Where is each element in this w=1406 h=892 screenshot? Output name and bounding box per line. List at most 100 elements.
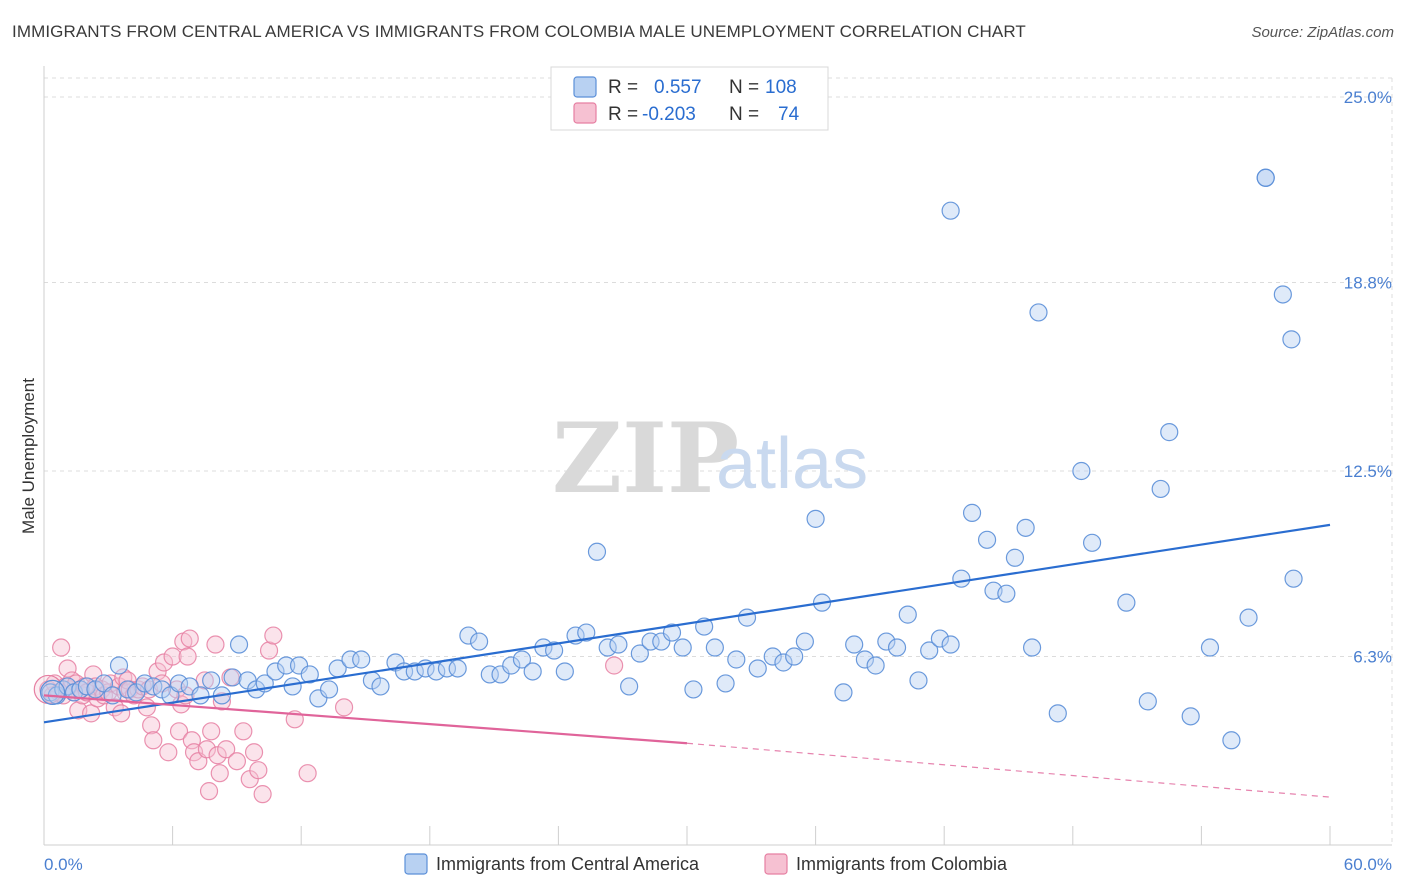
colombia-point: [112, 704, 131, 723]
colombia-point: [264, 626, 283, 645]
central-america-point: [352, 650, 371, 669]
colombia-point: [178, 647, 197, 666]
bottom-legend-central-america: Immigrants from Central America: [436, 854, 700, 874]
central-america-point: [1048, 704, 1067, 723]
central-america-point: [748, 659, 767, 678]
central-america-point: [737, 608, 757, 627]
central-america-point: [855, 650, 874, 669]
x-tick-label-min: 0.0%: [44, 855, 83, 874]
legend-n-value-2: 74: [778, 104, 800, 125]
central-america-point: [169, 674, 189, 693]
central-america-point: [223, 668, 242, 687]
watermark: ZIP atlas: [552, 402, 868, 515]
central-america-point: [997, 584, 1016, 603]
legend-pink-swatch: [573, 102, 597, 124]
central-america-point: [716, 674, 735, 693]
legend-r-label-2: R =: [608, 104, 638, 125]
central-america-point: [620, 677, 639, 696]
colombia-point: [159, 743, 178, 762]
colombia-point: [163, 647, 182, 666]
central-america-point: [1022, 638, 1042, 657]
legend-box: [550, 66, 829, 131]
colombia-point: [227, 752, 246, 771]
central-america-point: [577, 623, 596, 642]
colombia-point: [199, 782, 219, 801]
central-america-point: [405, 662, 424, 681]
legend-r-label-1: R =: [608, 77, 638, 98]
y-tick-label-2: 18.8%: [1344, 274, 1392, 293]
colombia-point: [212, 692, 231, 711]
central-america-point: [277, 656, 296, 675]
watermark-zip-text: ZIP: [552, 402, 739, 515]
central-america-point: [229, 635, 249, 654]
central-america-point: [1138, 692, 1157, 711]
central-america-point: [785, 647, 804, 666]
central-america-point: [845, 635, 864, 654]
legend-n-label-2: N =: [729, 104, 759, 125]
legend-r-value-1: 0.557: [654, 77, 702, 98]
colombia-point: [217, 740, 236, 759]
central-america-point: [341, 650, 360, 669]
bottom-legend-blue-swatch: [404, 853, 428, 875]
central-america-point: [1222, 731, 1241, 750]
central-america-point: [1016, 518, 1035, 537]
trend-lines: [43, 523, 1331, 798]
colombia-point: [180, 629, 199, 648]
colombia-trend-line-extension: [686, 742, 1331, 798]
central-america-point: [512, 650, 532, 669]
central-america-point: [898, 605, 917, 624]
central-america-point: [300, 665, 319, 684]
colombia-point: [244, 743, 264, 762]
central-america-point: [555, 662, 574, 681]
colombia-point: [334, 698, 354, 717]
tick-labels: 6.3% 12.5% 18.8% 25.0% 0.0% 60.0%: [44, 88, 1392, 874]
chart-title: IMMIGRANTS FROM CENTRAL AMERICA VS IMMIG…: [12, 22, 1026, 41]
colombia-point: [253, 785, 272, 804]
central-america-point: [202, 671, 221, 690]
central-america-point: [630, 644, 649, 663]
colombia-point: [52, 638, 71, 657]
central-america-point: [941, 635, 960, 654]
colombia-point: [298, 764, 317, 783]
central-america-point: [266, 662, 285, 681]
central-america-point: [598, 638, 617, 657]
central-america-point: [1160, 423, 1179, 442]
legend-n-value-1: 108: [765, 77, 797, 98]
y-tick-label-1: 12.5%: [1344, 462, 1392, 481]
colombia-point: [58, 659, 77, 678]
central-america-point: [1117, 593, 1136, 612]
central-america-point: [609, 635, 628, 654]
central-america-point: [962, 503, 982, 522]
central-america-point: [502, 656, 521, 675]
central-america-point: [1181, 707, 1200, 726]
legend-blue-swatch: [573, 76, 597, 98]
central-america-point: [109, 656, 129, 675]
central-america-point: [1151, 479, 1170, 499]
legend-n-label-1: N =: [729, 77, 759, 98]
colombia-point: [249, 761, 268, 780]
central-america-point: [1082, 533, 1102, 552]
y-tick-label-3: 25.0%: [1344, 88, 1392, 107]
central-america-points: [39, 168, 1303, 750]
central-america-point: [1072, 461, 1091, 481]
central-america-point: [930, 629, 950, 648]
central-america-point: [1256, 168, 1275, 187]
central-america-point: [1239, 608, 1258, 627]
colombia-point: [202, 722, 221, 741]
central-america-trend-line: [43, 523, 1331, 724]
colombia-trend-line: [43, 694, 688, 745]
central-america-point: [806, 509, 825, 528]
central-america-point: [459, 626, 478, 645]
central-america-point: [887, 638, 907, 657]
colombia-point: [142, 716, 161, 735]
central-america-point: [371, 677, 390, 696]
central-america-point: [877, 632, 896, 651]
central-america-point: [795, 632, 814, 651]
colombia-point: [197, 740, 216, 759]
central-america-point: [469, 632, 489, 651]
colombia-point: [144, 731, 163, 750]
y-tick-label-0: 6.3%: [1353, 648, 1392, 667]
central-america-point: [1282, 330, 1301, 349]
central-america-point: [1029, 303, 1048, 322]
